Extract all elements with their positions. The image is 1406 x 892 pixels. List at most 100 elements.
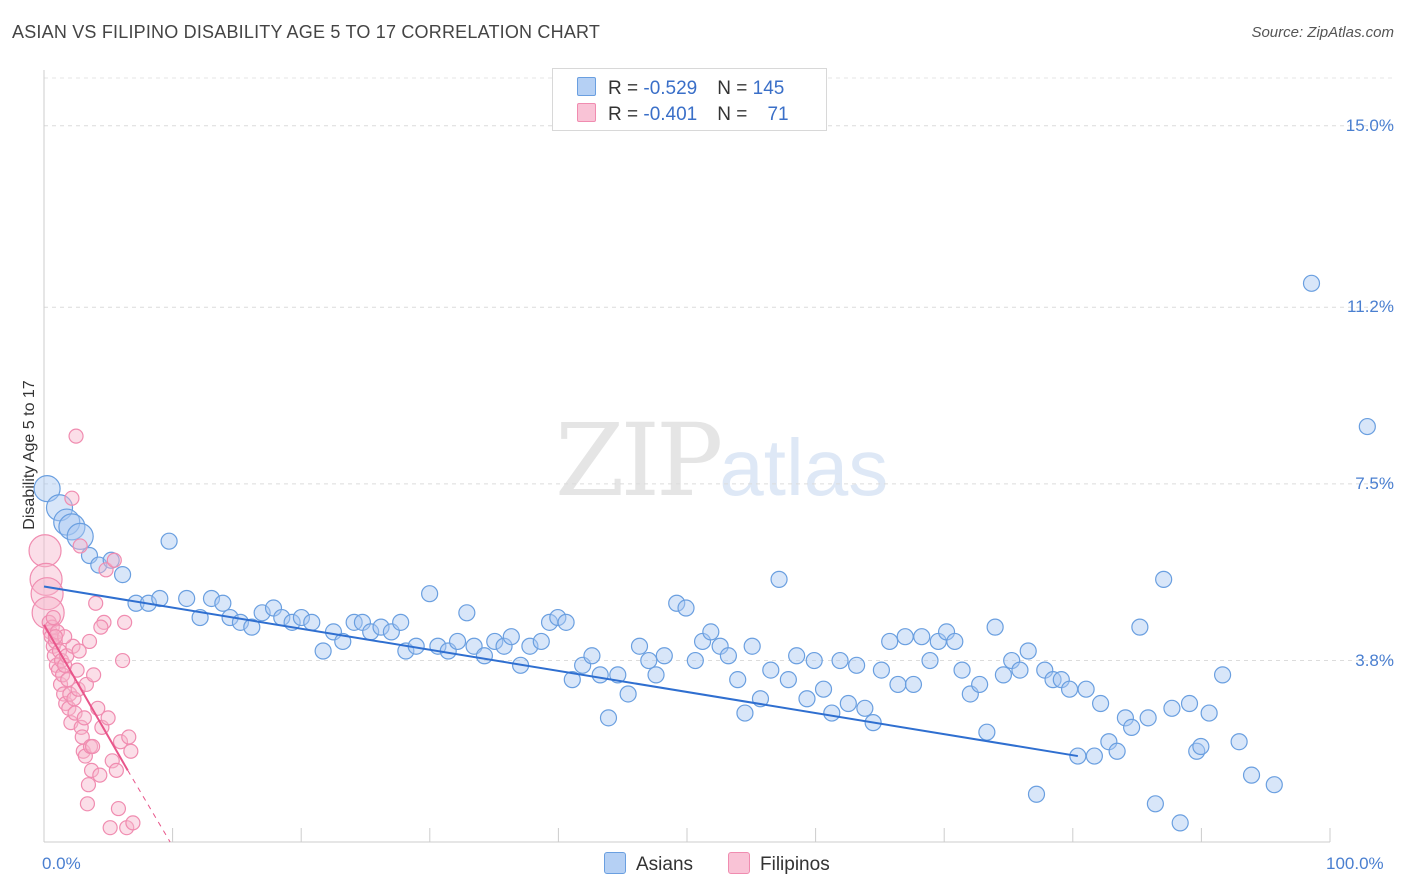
asians-point	[292, 608, 311, 627]
filipinos-point	[80, 777, 97, 793]
asians-point	[971, 675, 989, 694]
asians-point	[814, 680, 833, 698]
asians-point	[736, 704, 754, 722]
asians-point	[583, 647, 601, 665]
asians-point	[872, 661, 891, 679]
asians-point	[779, 671, 797, 689]
filipinos-point	[68, 428, 84, 444]
filipinos-point	[110, 800, 127, 817]
source-label: Source: ZipAtlas.com	[1251, 24, 1394, 41]
asians-point	[913, 628, 931, 646]
filipinos-point	[92, 767, 108, 783]
asians-point	[881, 632, 899, 651]
legend-r-value-asians: -0.529	[643, 78, 698, 99]
asians-point	[334, 632, 352, 651]
asians-point	[1123, 718, 1141, 737]
filipinos-trend-extension	[127, 770, 171, 843]
stats-legend: R = -0.529 N = 145 R = -0.401 N = 71	[552, 68, 827, 131]
asians-point	[1116, 709, 1135, 727]
filipinos-point	[112, 734, 129, 750]
asians-point	[640, 651, 658, 670]
asians-point	[770, 570, 788, 588]
asians-point	[1027, 785, 1046, 803]
asians-point	[1077, 680, 1095, 698]
bottom-legend-label-asians: Asians	[636, 854, 694, 875]
legend-n-label: N =	[717, 78, 753, 99]
asians-point	[563, 671, 581, 689]
filipinos-point	[88, 595, 104, 611]
asians-point	[946, 632, 964, 651]
watermark: ZIPatlas	[555, 402, 888, 519]
asians-point	[896, 628, 914, 646]
x-tick-min: 0.0%	[42, 854, 81, 873]
asians-point	[953, 661, 971, 679]
legend-r-label: R =	[608, 78, 644, 99]
bottom-legend-asians: Asians	[604, 852, 693, 876]
filipinos-point	[100, 710, 116, 726]
asians-point	[1358, 417, 1376, 436]
asians-point	[798, 690, 816, 708]
asians-point	[1163, 699, 1181, 717]
asians-point	[1302, 274, 1321, 292]
legend-r-label: R =	[608, 104, 644, 125]
filipinos-point	[106, 552, 122, 568]
filipinos-point	[102, 820, 118, 836]
asians-point	[994, 666, 1013, 684]
asians-point	[805, 651, 823, 670]
filipinos-point	[83, 762, 100, 778]
watermark-zip: ZIP	[555, 402, 723, 519]
asians-point	[1139, 709, 1157, 727]
asians-point	[1230, 733, 1248, 751]
asians-point	[303, 613, 321, 631]
asians-point	[1011, 661, 1029, 679]
filipinos-point	[67, 705, 83, 721]
asians-point	[889, 675, 907, 694]
filipinos-point	[64, 490, 80, 506]
filipinos-point	[125, 815, 141, 831]
asians-trend-line	[43, 585, 1079, 758]
asians-point	[475, 647, 494, 665]
asians-point	[1085, 747, 1103, 765]
asians-point	[668, 594, 686, 612]
filipinos-point	[79, 796, 96, 812]
legend-n-value-asians: 145	[752, 78, 785, 99]
filipinos-point	[86, 667, 102, 683]
asians-point	[823, 704, 841, 722]
asians-point	[743, 637, 761, 655]
asians-point	[102, 551, 120, 569]
y-tick-label: 11.2%	[1347, 297, 1394, 317]
chart-title: ASIAN VS FILIPINO DISABILITY AGE 5 TO 17…	[12, 22, 601, 42]
y-tick-label: 7.5%	[1355, 473, 1394, 493]
asians-point	[214, 594, 232, 612]
asians-point	[609, 666, 627, 684]
bottom-legend-label-filipinos: Filipinos	[760, 854, 830, 875]
asians-point	[532, 632, 550, 651]
filipinos-point	[76, 710, 92, 726]
asians-point	[1213, 666, 1232, 684]
filipinos-point	[45, 609, 61, 626]
filipinos-point	[72, 538, 88, 554]
filipinos-trend-line	[43, 624, 129, 771]
asians-point	[557, 613, 575, 631]
filipinos-point	[81, 633, 98, 650]
watermark-atlas: atlas	[719, 423, 889, 512]
y-tick-label: 3.8%	[1355, 650, 1394, 670]
bottom-legend-swatch-filipinos	[728, 852, 750, 874]
asians-point	[655, 647, 673, 665]
asians-point	[619, 685, 637, 703]
asians-point	[314, 642, 332, 660]
asians-point	[1108, 742, 1126, 760]
asians-point	[549, 608, 567, 627]
asians-point	[113, 565, 132, 584]
y-tick-label: 15.0%	[1345, 115, 1394, 135]
legend-swatch-asians	[577, 77, 596, 96]
asians-point	[686, 651, 704, 670]
legend-swatch-filipinos	[577, 103, 596, 122]
asians-point	[729, 671, 747, 689]
asians-point	[978, 723, 996, 741]
asians-point	[1200, 704, 1218, 722]
x-tick-max: 100.0%	[1326, 854, 1384, 873]
legend-n-value-filipinos: 71	[767, 104, 789, 125]
asians-point	[1146, 795, 1164, 813]
filipinos-point	[84, 738, 101, 755]
